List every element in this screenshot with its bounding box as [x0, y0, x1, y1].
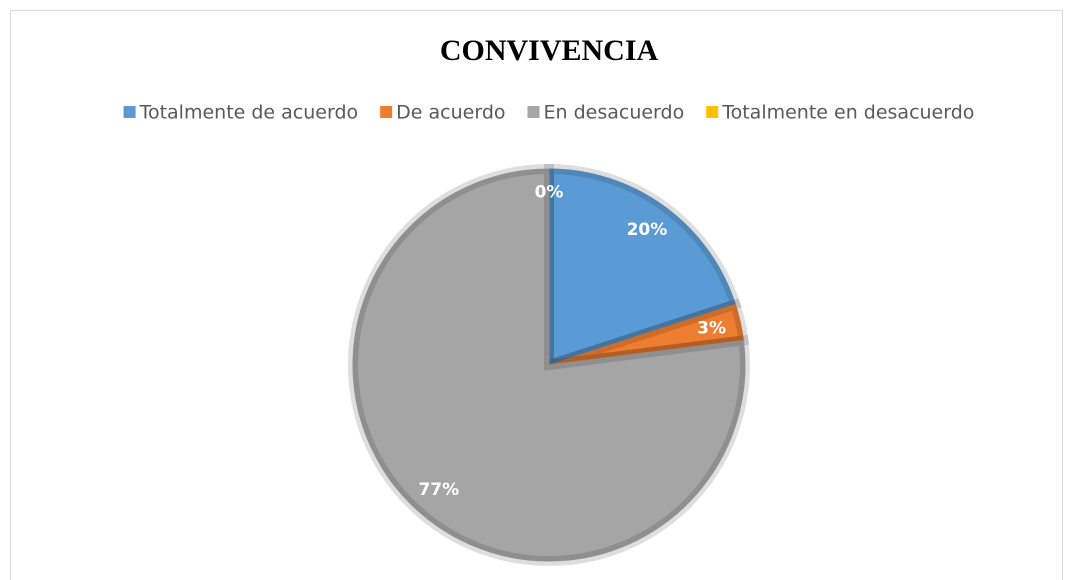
data-label: 0%	[535, 183, 564, 203]
legend-label: De acuerdo	[396, 102, 505, 124]
legend-swatch	[706, 106, 719, 118]
legend-label: Totalmente de acuerdo	[139, 102, 359, 124]
legend-label: En desacuerdo	[544, 102, 685, 124]
pie-slice	[548, 168, 737, 366]
pie-slice-edge	[348, 163, 750, 566]
data-label: 77%	[418, 480, 459, 500]
legend-label: Totalmente en desacuerdo	[721, 102, 974, 124]
data-label: 3%	[697, 319, 726, 339]
legend-swatch	[380, 106, 393, 118]
pie-slice	[352, 168, 746, 562]
pie-slice-edge	[544, 163, 742, 372]
chart-title: CONVIVENCIA	[440, 34, 659, 67]
legend-swatch	[123, 106, 136, 118]
data-label: 20%	[627, 220, 668, 240]
legend-swatch	[527, 106, 540, 118]
